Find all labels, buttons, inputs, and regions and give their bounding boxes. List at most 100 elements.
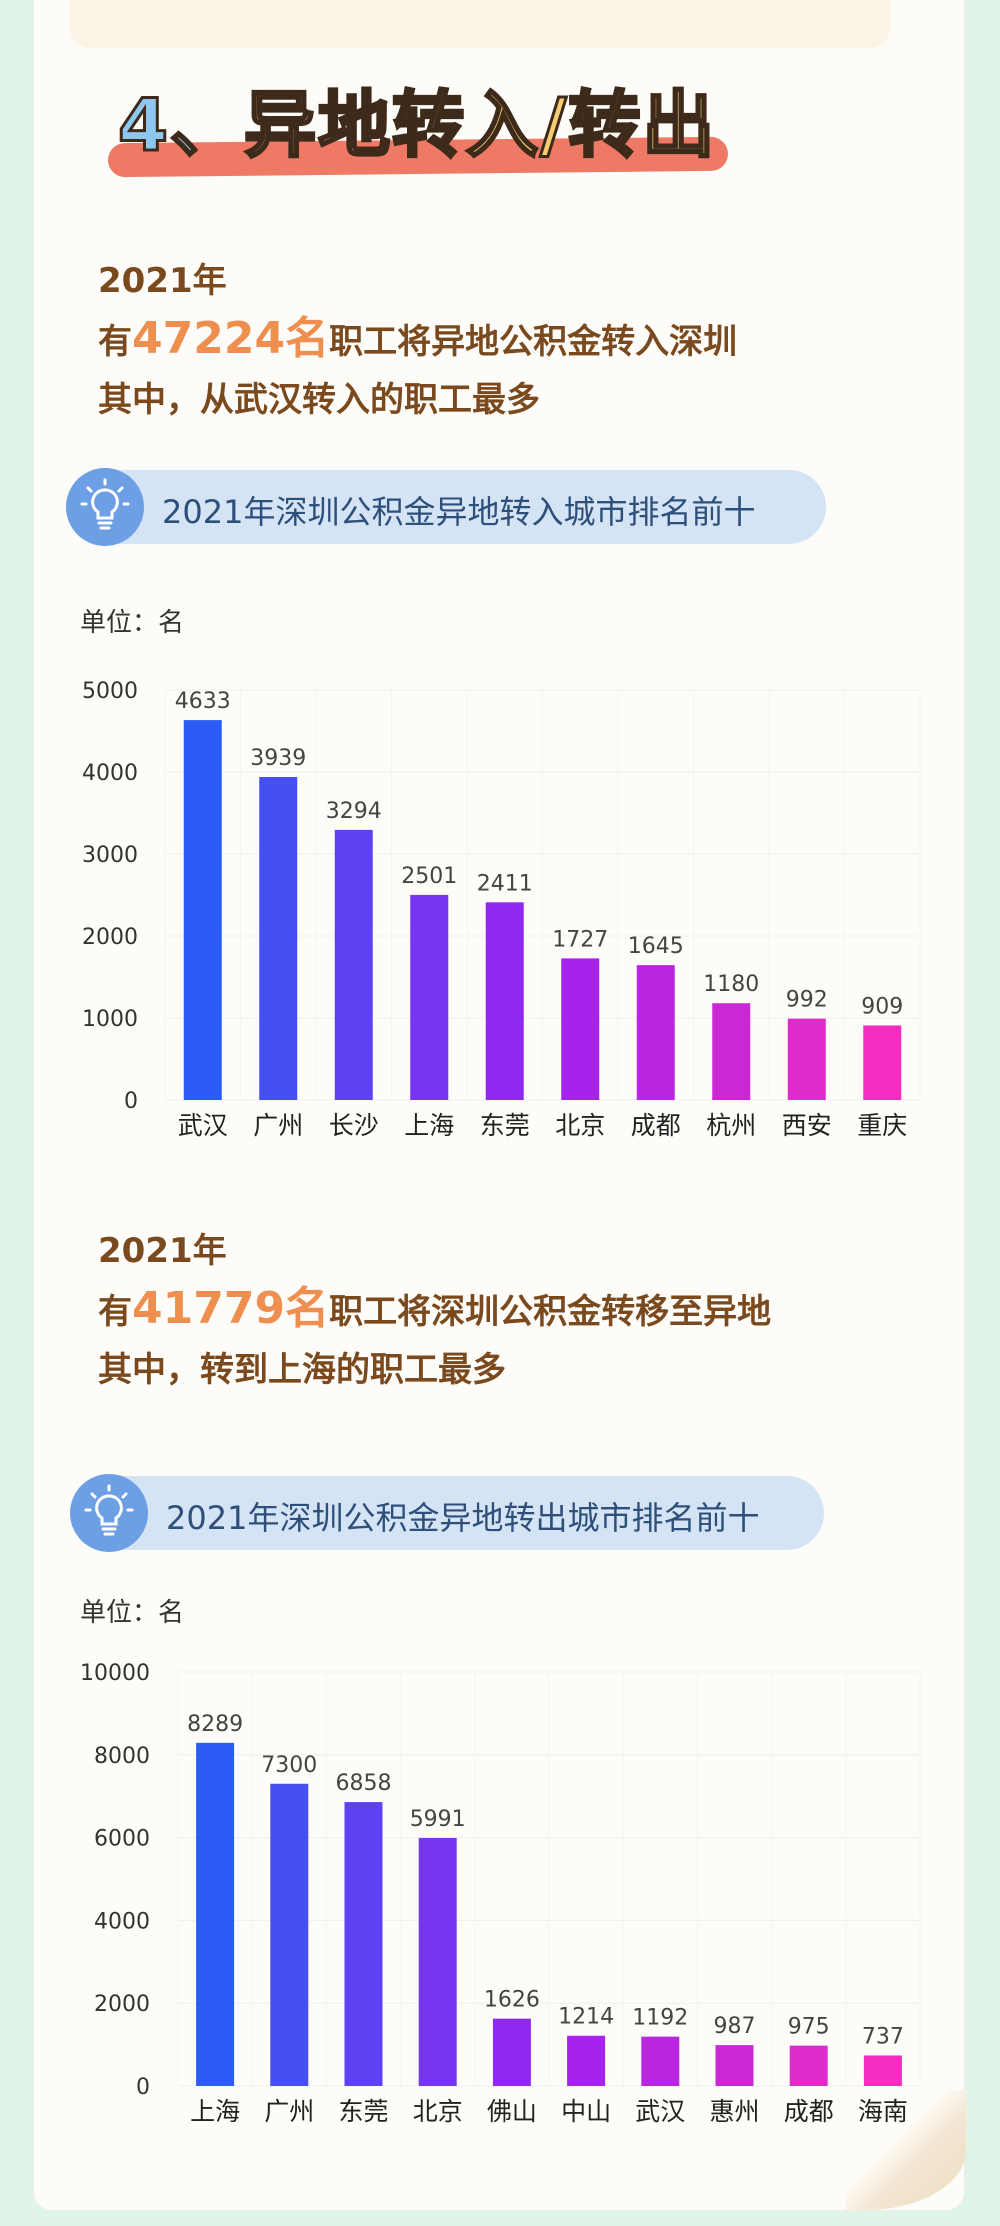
x-tick-label: 西安 xyxy=(782,1111,832,1140)
x-tick-label: 海南 xyxy=(858,2097,908,2126)
y-tick-label: 10000 xyxy=(80,1661,150,1686)
section-title-text: 异地转入/转出 xyxy=(243,82,717,169)
intro-suffix: 职工将深圳公积金转移至异地 xyxy=(329,1292,772,1332)
y-tick-label: 6000 xyxy=(94,1827,150,1852)
y-tick-label: 4000 xyxy=(82,761,138,786)
x-tick-label: 武汉 xyxy=(635,2097,685,2126)
intro-year: 2021年 xyxy=(98,1231,227,1271)
intro-block-2: 2021年 有41779名职工将深圳公积金转移至异地 其中，转到上海的职工最多 xyxy=(98,1222,771,1399)
bar xyxy=(641,2036,680,2086)
bar xyxy=(712,1003,751,1100)
x-tick-label: 北京 xyxy=(555,1111,605,1140)
data-label: 975 xyxy=(788,2015,830,2040)
intro-year: 2021年 xyxy=(98,261,227,301)
bar xyxy=(567,2035,606,2086)
bar xyxy=(789,2045,828,2086)
unit-label: 单位：名 xyxy=(80,608,185,638)
bar-chart-transfer-in: 0 1000 2000 3000 4000 5000 4633 武汉 3939 广州 3294 长沙 2… xyxy=(82,679,921,1140)
bar xyxy=(863,1025,902,1100)
intro-line: 有41779名职工将深圳公积金转移至异地 xyxy=(98,1280,771,1341)
y-tick-label: 8000 xyxy=(94,1744,150,1769)
data-label: 6858 xyxy=(336,1771,392,1796)
x-tick-label: 广州 xyxy=(264,2097,314,2126)
y-tick-label: 2000 xyxy=(82,925,138,950)
data-label: 4633 xyxy=(175,689,231,714)
data-label: 3294 xyxy=(326,799,382,824)
x-tick-label: 惠州 xyxy=(709,2097,759,2126)
intro-count: 41779名 xyxy=(132,1283,330,1334)
lightbulb-icon xyxy=(70,1474,148,1552)
data-label: 1180 xyxy=(703,972,759,997)
y-tick-label: 3000 xyxy=(82,843,138,868)
intro-prefix: 有 xyxy=(98,1292,132,1332)
lightbulb-icon xyxy=(66,468,144,546)
data-label: 1626 xyxy=(484,1988,540,2013)
data-label: 737 xyxy=(862,2024,904,2049)
data-label: 1192 xyxy=(632,2006,688,2031)
bar xyxy=(863,2055,902,2086)
bar xyxy=(344,1802,383,2086)
x-tick-label: 成都 xyxy=(784,2097,834,2126)
paper-background xyxy=(34,0,964,2210)
x-tick-label: 武汉 xyxy=(178,1111,228,1140)
y-tick-label: 0 xyxy=(136,2075,150,2100)
data-label: 992 xyxy=(786,988,828,1013)
data-label: 5991 xyxy=(410,1807,466,1832)
unit-label: 单位：名 xyxy=(80,1598,185,1628)
data-label: 8289 xyxy=(187,1712,243,1737)
chart-title: 2021年深圳公积金异地转出城市排名前十 xyxy=(166,1499,760,1537)
chart-title-pill-2: 2021年深圳公积金异地转出城市排名前十 xyxy=(70,1474,824,1552)
intro-line-3: 其中，转到上海的职工最多 xyxy=(98,1350,506,1390)
x-tick-label: 广州 xyxy=(253,1111,303,1140)
x-tick-label: 东莞 xyxy=(480,1111,530,1140)
chart-title: 2021年深圳公积金异地转入城市排名前十 xyxy=(162,493,756,531)
x-tick-label: 重庆 xyxy=(857,1111,907,1140)
bar xyxy=(418,1837,457,2086)
intro-block-1: 2021年 有47224名职工将异地公积金转入深圳 其中，从武汉转入的职工最多 xyxy=(98,252,737,429)
y-tick-label: 4000 xyxy=(94,1909,150,1934)
bar xyxy=(183,720,222,1100)
intro-line: 有47224名职工将异地公积金转入深圳 xyxy=(98,310,737,371)
bar-chart-transfer-out: 0 2000 4000 6000 8000 10000 8289 上海 7300 广州 6858 东莞… xyxy=(80,1661,921,2126)
y-tick-label: 0 xyxy=(124,1089,138,1114)
data-label: 1727 xyxy=(552,927,608,952)
data-label: 987 xyxy=(714,2014,756,2039)
top-strip xyxy=(70,0,890,48)
chart-title-pill-1: 2021年深圳公积金异地转入城市排名前十 xyxy=(66,468,826,546)
bar xyxy=(715,2045,754,2086)
bar xyxy=(334,829,373,1100)
bar xyxy=(787,1018,826,1100)
section-number: 4、 xyxy=(116,82,245,169)
y-tick-label: 5000 xyxy=(82,679,138,704)
x-tick-label: 东莞 xyxy=(338,2097,388,2126)
section-title: 4、异地转入/转出 xyxy=(116,66,717,171)
bar xyxy=(561,958,600,1100)
x-tick-label: 北京 xyxy=(413,2097,463,2126)
bar xyxy=(492,2018,531,2086)
data-label: 2411 xyxy=(477,871,533,896)
x-tick-label: 中山 xyxy=(561,2097,611,2126)
grid xyxy=(177,1671,921,2087)
x-tick-label: 成都 xyxy=(631,1111,681,1140)
x-tick-label: 佛山 xyxy=(487,2097,537,2126)
data-label: 3939 xyxy=(250,746,306,771)
y-tick-label: 1000 xyxy=(82,1007,138,1032)
x-tick-label: 杭州 xyxy=(706,1111,756,1140)
bar xyxy=(410,894,449,1100)
intro-count: 47224名 xyxy=(132,313,330,364)
bar xyxy=(485,902,524,1100)
bar xyxy=(636,965,675,1100)
data-label: 2501 xyxy=(401,864,457,889)
intro-line-3: 其中，从武汉转入的职工最多 xyxy=(98,380,540,420)
data-label: 1214 xyxy=(558,2005,614,2030)
y-tick-label: 2000 xyxy=(94,1992,150,2017)
bar xyxy=(196,1742,235,2086)
intro-prefix: 有 xyxy=(98,322,132,362)
bar xyxy=(270,1783,309,2086)
data-label: 1645 xyxy=(628,934,684,959)
intro-suffix: 职工将异地公积金转入深圳 xyxy=(329,322,738,362)
x-tick-label: 上海 xyxy=(404,1111,454,1140)
bar xyxy=(259,777,298,1100)
data-label: 909 xyxy=(861,994,903,1019)
data-label: 7300 xyxy=(261,1753,317,1778)
